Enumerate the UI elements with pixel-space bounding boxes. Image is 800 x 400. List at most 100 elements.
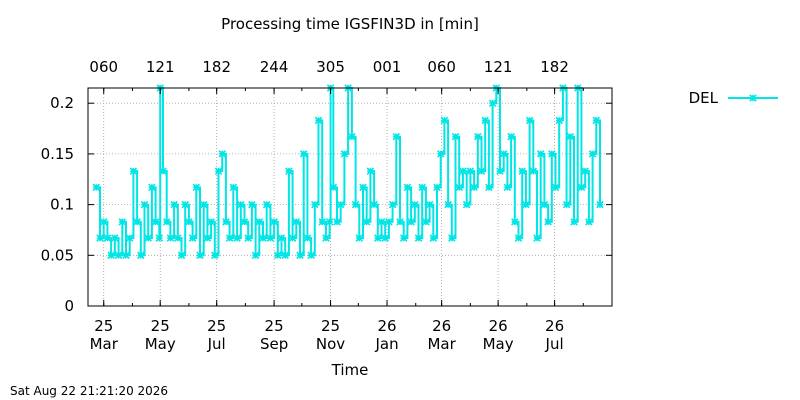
data-point [392,132,401,141]
x-tick-label-year: 25 [265,317,284,335]
data-point [540,200,549,209]
data-point [362,218,371,226]
data-point [340,150,349,158]
data-point [522,200,530,209]
data-point [444,200,452,209]
data-point [159,167,167,175]
data-point [385,218,393,226]
data-point [548,150,556,158]
data-point [225,234,234,242]
x-tick-label-month: May [145,335,176,353]
data-point [307,251,315,260]
x-tick-label-year: 26 [432,317,451,335]
series-del [92,84,604,260]
data-point [570,218,578,226]
data-point [166,234,175,242]
data-point [555,116,563,125]
x-tick-label-month: May [483,335,514,353]
x-top-tick-label: 121 [146,58,175,76]
data-point [351,200,360,209]
x-tick-label-year: 26 [489,317,508,335]
data-point [374,234,382,242]
legend-star [749,94,757,102]
data-point [499,150,508,158]
data-point [425,200,434,209]
data-point [203,234,212,242]
data-point [270,218,278,226]
x-tick-label-year: 26 [545,317,564,335]
data-point [103,234,112,242]
data-point [377,218,386,226]
data-point [177,251,186,260]
data-point [111,234,119,242]
x-tick-label-month: Jul [545,335,564,353]
data-point [388,200,397,209]
data-point [322,234,330,242]
legend-label-del: DEL [689,89,719,107]
x-tick-label-year: 25 [94,317,113,335]
data-point [503,183,512,192]
data-point [455,183,464,192]
data-point [336,200,345,209]
data-point [588,150,597,158]
data-point [396,218,404,226]
data-point [129,167,138,175]
data-point [137,251,145,260]
data-point [585,218,593,226]
data-point [233,234,241,242]
data-point [311,200,319,209]
data-point [529,167,538,175]
data-point [218,150,227,158]
data-point [107,251,115,260]
data-point [192,183,201,192]
data-point [403,183,412,192]
data-point [366,167,375,175]
x-top-tick-label: 182 [540,58,569,76]
x-tick-label-year: 25 [151,317,170,335]
data-point [470,183,478,192]
y-tick-label: 0.15 [41,145,74,163]
y-tick-label: 0 [64,297,74,315]
data-point [285,167,293,175]
data-point [281,251,289,260]
data-point [155,234,164,242]
data-point [277,234,286,242]
data-point [536,150,545,158]
y-tick-label: 0.1 [50,196,74,214]
data-point [544,218,552,226]
data-point [248,200,256,209]
plot-frame [87,87,613,307]
data-point [329,183,338,192]
data-point [333,218,341,226]
data-point [433,183,441,192]
x-tick-label-month: Sep [260,335,288,353]
data-point [236,200,245,209]
data-point [296,251,304,260]
data-point [99,218,108,226]
data-point [259,234,267,242]
data-point [592,116,601,125]
legend: DEL [689,89,778,107]
data-point [199,200,208,209]
data-point [422,218,430,226]
data-point [251,251,260,260]
x-tick-label-month: Jul [207,335,226,353]
data-point [496,167,504,175]
data-point [511,218,519,226]
data-point [466,167,475,175]
data-point [459,167,467,175]
y-tick-label: 0.05 [41,246,74,264]
data-point [411,200,419,209]
data-point [596,200,604,209]
data-point [292,218,301,226]
x-tick-label-month: Mar [427,335,456,353]
data-point [92,183,101,192]
data-point [96,234,104,242]
x-top-tick-label: 305 [316,58,345,76]
x-top-tick-label: 060 [89,58,118,76]
data-point [562,200,571,209]
data-point [381,234,389,242]
data-point [399,234,408,242]
data-point [185,218,193,226]
